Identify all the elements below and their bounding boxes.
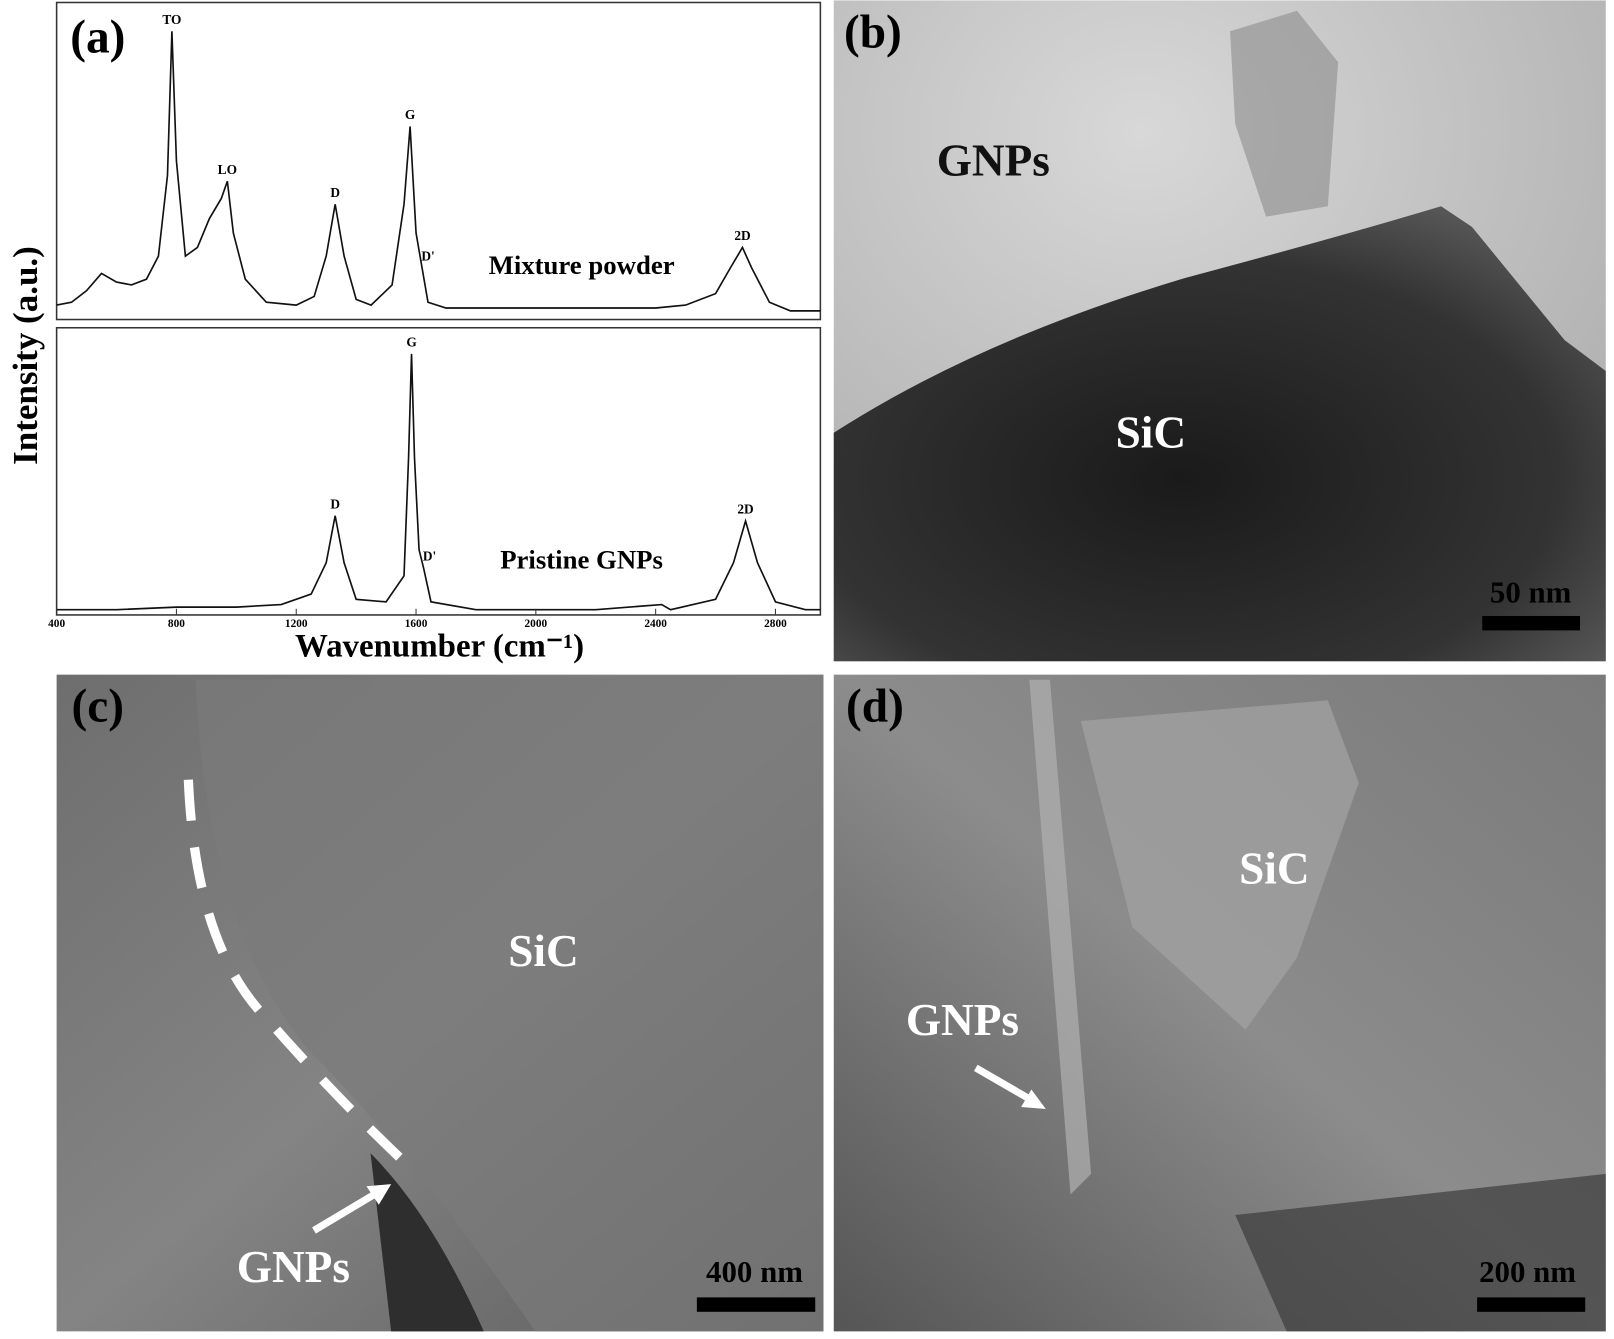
shadow xyxy=(370,1153,484,1332)
annotation: SiC xyxy=(1239,844,1309,894)
scale-bar xyxy=(1477,1297,1586,1312)
peak-label: D' xyxy=(423,549,436,564)
arrow-head xyxy=(1021,1089,1046,1110)
plot-frame xyxy=(55,326,822,616)
scale-label: 200 nm xyxy=(1479,1254,1576,1289)
peak-label: D xyxy=(330,185,340,200)
plot-frame xyxy=(55,1,822,321)
x-tick-label: 2000 xyxy=(525,618,548,630)
peak-label: 2D xyxy=(734,228,750,243)
annotation: SiC xyxy=(1116,407,1186,457)
scale-label: 400 nm xyxy=(706,1254,803,1289)
x-axis-label: Wavenumber (cm⁻¹) xyxy=(295,628,584,664)
annotation: SiC xyxy=(508,926,578,976)
panel-c: (c) SiC GNPs 400 nm xyxy=(56,674,824,1332)
annotation: GNPs xyxy=(937,136,1050,186)
x-tick-label: 2400 xyxy=(644,618,667,630)
peak-label: G xyxy=(406,335,417,350)
shadow xyxy=(1235,1173,1606,1332)
peak-label: G xyxy=(405,107,416,122)
annotation: GNPs xyxy=(237,1242,350,1292)
annotation: GNPs xyxy=(906,995,1019,1045)
arrow xyxy=(312,1186,385,1234)
flake xyxy=(1080,700,1359,1030)
series-label: Mixture powder xyxy=(489,250,675,280)
peak-label: LO xyxy=(218,162,237,177)
panel-d: (d) SiC GNPs 200 nm xyxy=(833,674,1606,1332)
gnp-sheet xyxy=(1029,679,1092,1195)
peak-label: D xyxy=(330,497,340,512)
scale-bar xyxy=(1482,615,1581,631)
peak-label: 2D xyxy=(737,502,753,517)
spectrum-line xyxy=(56,353,821,611)
x-tick-label: 1200 xyxy=(285,618,308,630)
panel-label: (c) xyxy=(72,681,125,733)
series-label: Pristine GNPs xyxy=(500,545,663,575)
panel-label: (b) xyxy=(844,6,902,58)
peak-label: D' xyxy=(421,248,434,263)
scale-bar xyxy=(696,1297,816,1312)
panel-label: (a) xyxy=(70,11,125,63)
y-axis-label: Intensity (a.u.) xyxy=(6,246,45,465)
x-tick-label: 800 xyxy=(168,618,185,630)
sic-region xyxy=(833,206,1606,662)
flake xyxy=(1230,10,1339,217)
arrow-head xyxy=(366,1184,392,1205)
peak-label: TO xyxy=(162,12,181,27)
scale-label: 50 nm xyxy=(1490,574,1572,609)
sic-region xyxy=(195,674,824,1332)
panel-label: (d) xyxy=(846,681,904,733)
boundary-line xyxy=(183,779,417,1175)
x-tick-label: 400 xyxy=(48,618,65,630)
panel-b: (b) GNPs SiC 50 nm xyxy=(833,0,1606,662)
raman-chart: TO LO D G D' 2D Mixture powder (a) Intensity (a.… xyxy=(6,1,822,664)
x-tick-label: 2800 xyxy=(764,618,787,630)
arrow xyxy=(974,1064,1037,1105)
spectrum-line xyxy=(56,31,821,312)
x-tick-label: 1600 xyxy=(405,618,428,630)
